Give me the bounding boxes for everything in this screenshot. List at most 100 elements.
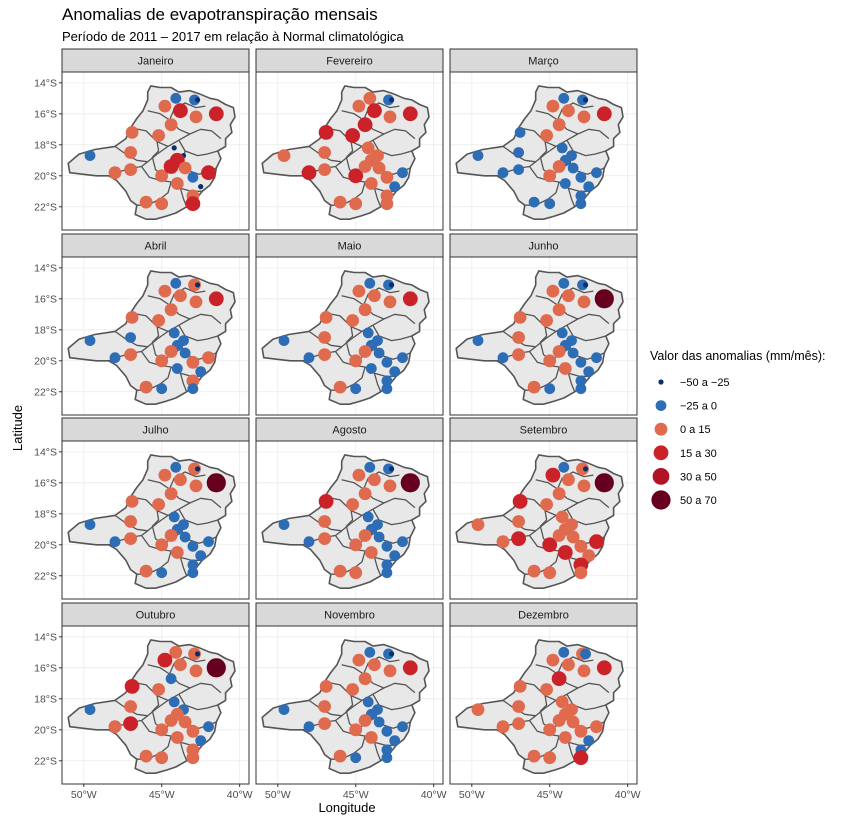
data-point — [558, 461, 570, 473]
data-point — [139, 380, 153, 394]
region-border — [179, 557, 188, 577]
data-point — [582, 549, 596, 562]
data-point — [555, 510, 569, 524]
data-point — [397, 352, 408, 364]
data-point — [543, 566, 557, 580]
data-point — [333, 564, 347, 578]
data-point — [352, 284, 366, 298]
region-border — [178, 324, 218, 342]
y-tick-label: 16°S — [34, 109, 57, 121]
data-point — [591, 352, 602, 364]
data-point — [383, 279, 394, 291]
data-point — [349, 566, 363, 580]
data-point — [346, 314, 359, 327]
region-border — [502, 699, 557, 717]
data-point — [178, 161, 192, 175]
data-point — [164, 345, 178, 358]
data-point — [350, 383, 362, 395]
data-point — [576, 462, 589, 476]
facet-strip-label: Setembro — [520, 425, 568, 437]
data-point — [567, 162, 579, 174]
data-point — [566, 530, 580, 544]
data-point — [352, 99, 366, 113]
data-point — [583, 366, 595, 377]
data-point — [158, 468, 172, 482]
region-border — [518, 312, 579, 333]
data-point — [155, 197, 169, 211]
region-border — [178, 693, 218, 711]
data-point — [186, 724, 200, 738]
data-point — [109, 536, 121, 548]
data-point — [84, 519, 96, 530]
data-point — [187, 559, 199, 571]
data-point — [381, 559, 393, 571]
panel-border — [255, 71, 444, 231]
data-point — [545, 467, 561, 483]
data-point — [583, 466, 589, 472]
data-point — [139, 749, 153, 763]
data-point — [156, 383, 168, 395]
data-point — [155, 538, 169, 552]
data-point — [318, 717, 331, 730]
legend-key — [652, 468, 670, 485]
data-point — [583, 181, 595, 193]
y-tick-label: 14°S — [34, 78, 57, 90]
y-tick-label: 18°S — [34, 694, 57, 706]
data-point — [358, 529, 372, 542]
region-border — [178, 139, 218, 157]
data-point — [346, 498, 359, 511]
data-point — [318, 163, 331, 177]
data-point — [540, 314, 553, 327]
facet-panel: Novembro 50°W 45°W 40°W — [255, 602, 447, 801]
region-border — [169, 119, 222, 140]
data-point — [152, 683, 166, 696]
data-point — [319, 680, 333, 693]
data-point — [178, 715, 192, 729]
data-point — [512, 331, 525, 344]
data-point — [552, 118, 566, 132]
facet-panel: Fevereiro — [255, 48, 444, 231]
panel-border — [255, 256, 444, 416]
region-border — [308, 330, 363, 348]
legend-key — [651, 490, 671, 510]
region-border — [566, 139, 606, 157]
region-border — [373, 742, 382, 762]
facet-strip-label: Novembro — [324, 610, 375, 622]
data-point — [577, 295, 591, 309]
data-point — [402, 660, 418, 676]
data-point — [594, 289, 614, 309]
y-tick-label: 20°S — [34, 171, 57, 183]
data-point — [124, 348, 137, 361]
facet-strip-label: Agosto — [332, 425, 366, 437]
data-point — [157, 652, 173, 668]
region-border — [308, 699, 363, 717]
legend-key — [653, 445, 669, 461]
data-point — [583, 735, 595, 746]
data-point — [195, 651, 201, 657]
x-tick-label: 40°W — [421, 789, 447, 801]
y-tick-label: 22°S — [34, 756, 57, 768]
y-tick-label: 22°S — [34, 387, 57, 399]
data-point — [363, 91, 377, 105]
data-point — [573, 750, 589, 766]
data-point — [552, 345, 566, 358]
region-border — [566, 693, 606, 711]
data-point — [170, 177, 184, 190]
data-point — [318, 700, 331, 713]
y-tick-label: 18°S — [34, 325, 57, 337]
data-point — [544, 198, 556, 210]
y-tick-label: 20°S — [34, 540, 57, 552]
data-point — [383, 110, 397, 124]
facet-panel: Outubro 14°S 16°S 18°S 20°S 22°S 50°W 45°W 40°W — [34, 602, 253, 801]
data-point — [364, 461, 376, 473]
data-point — [187, 540, 199, 552]
data-point — [318, 348, 331, 361]
facet-strip-label: Dezembro — [518, 610, 569, 622]
data-point — [318, 146, 331, 159]
region-border — [373, 557, 382, 577]
data-point — [364, 731, 378, 744]
data-point — [349, 197, 363, 211]
data-point — [333, 749, 347, 763]
data-point — [511, 531, 526, 546]
data-point — [389, 466, 395, 472]
